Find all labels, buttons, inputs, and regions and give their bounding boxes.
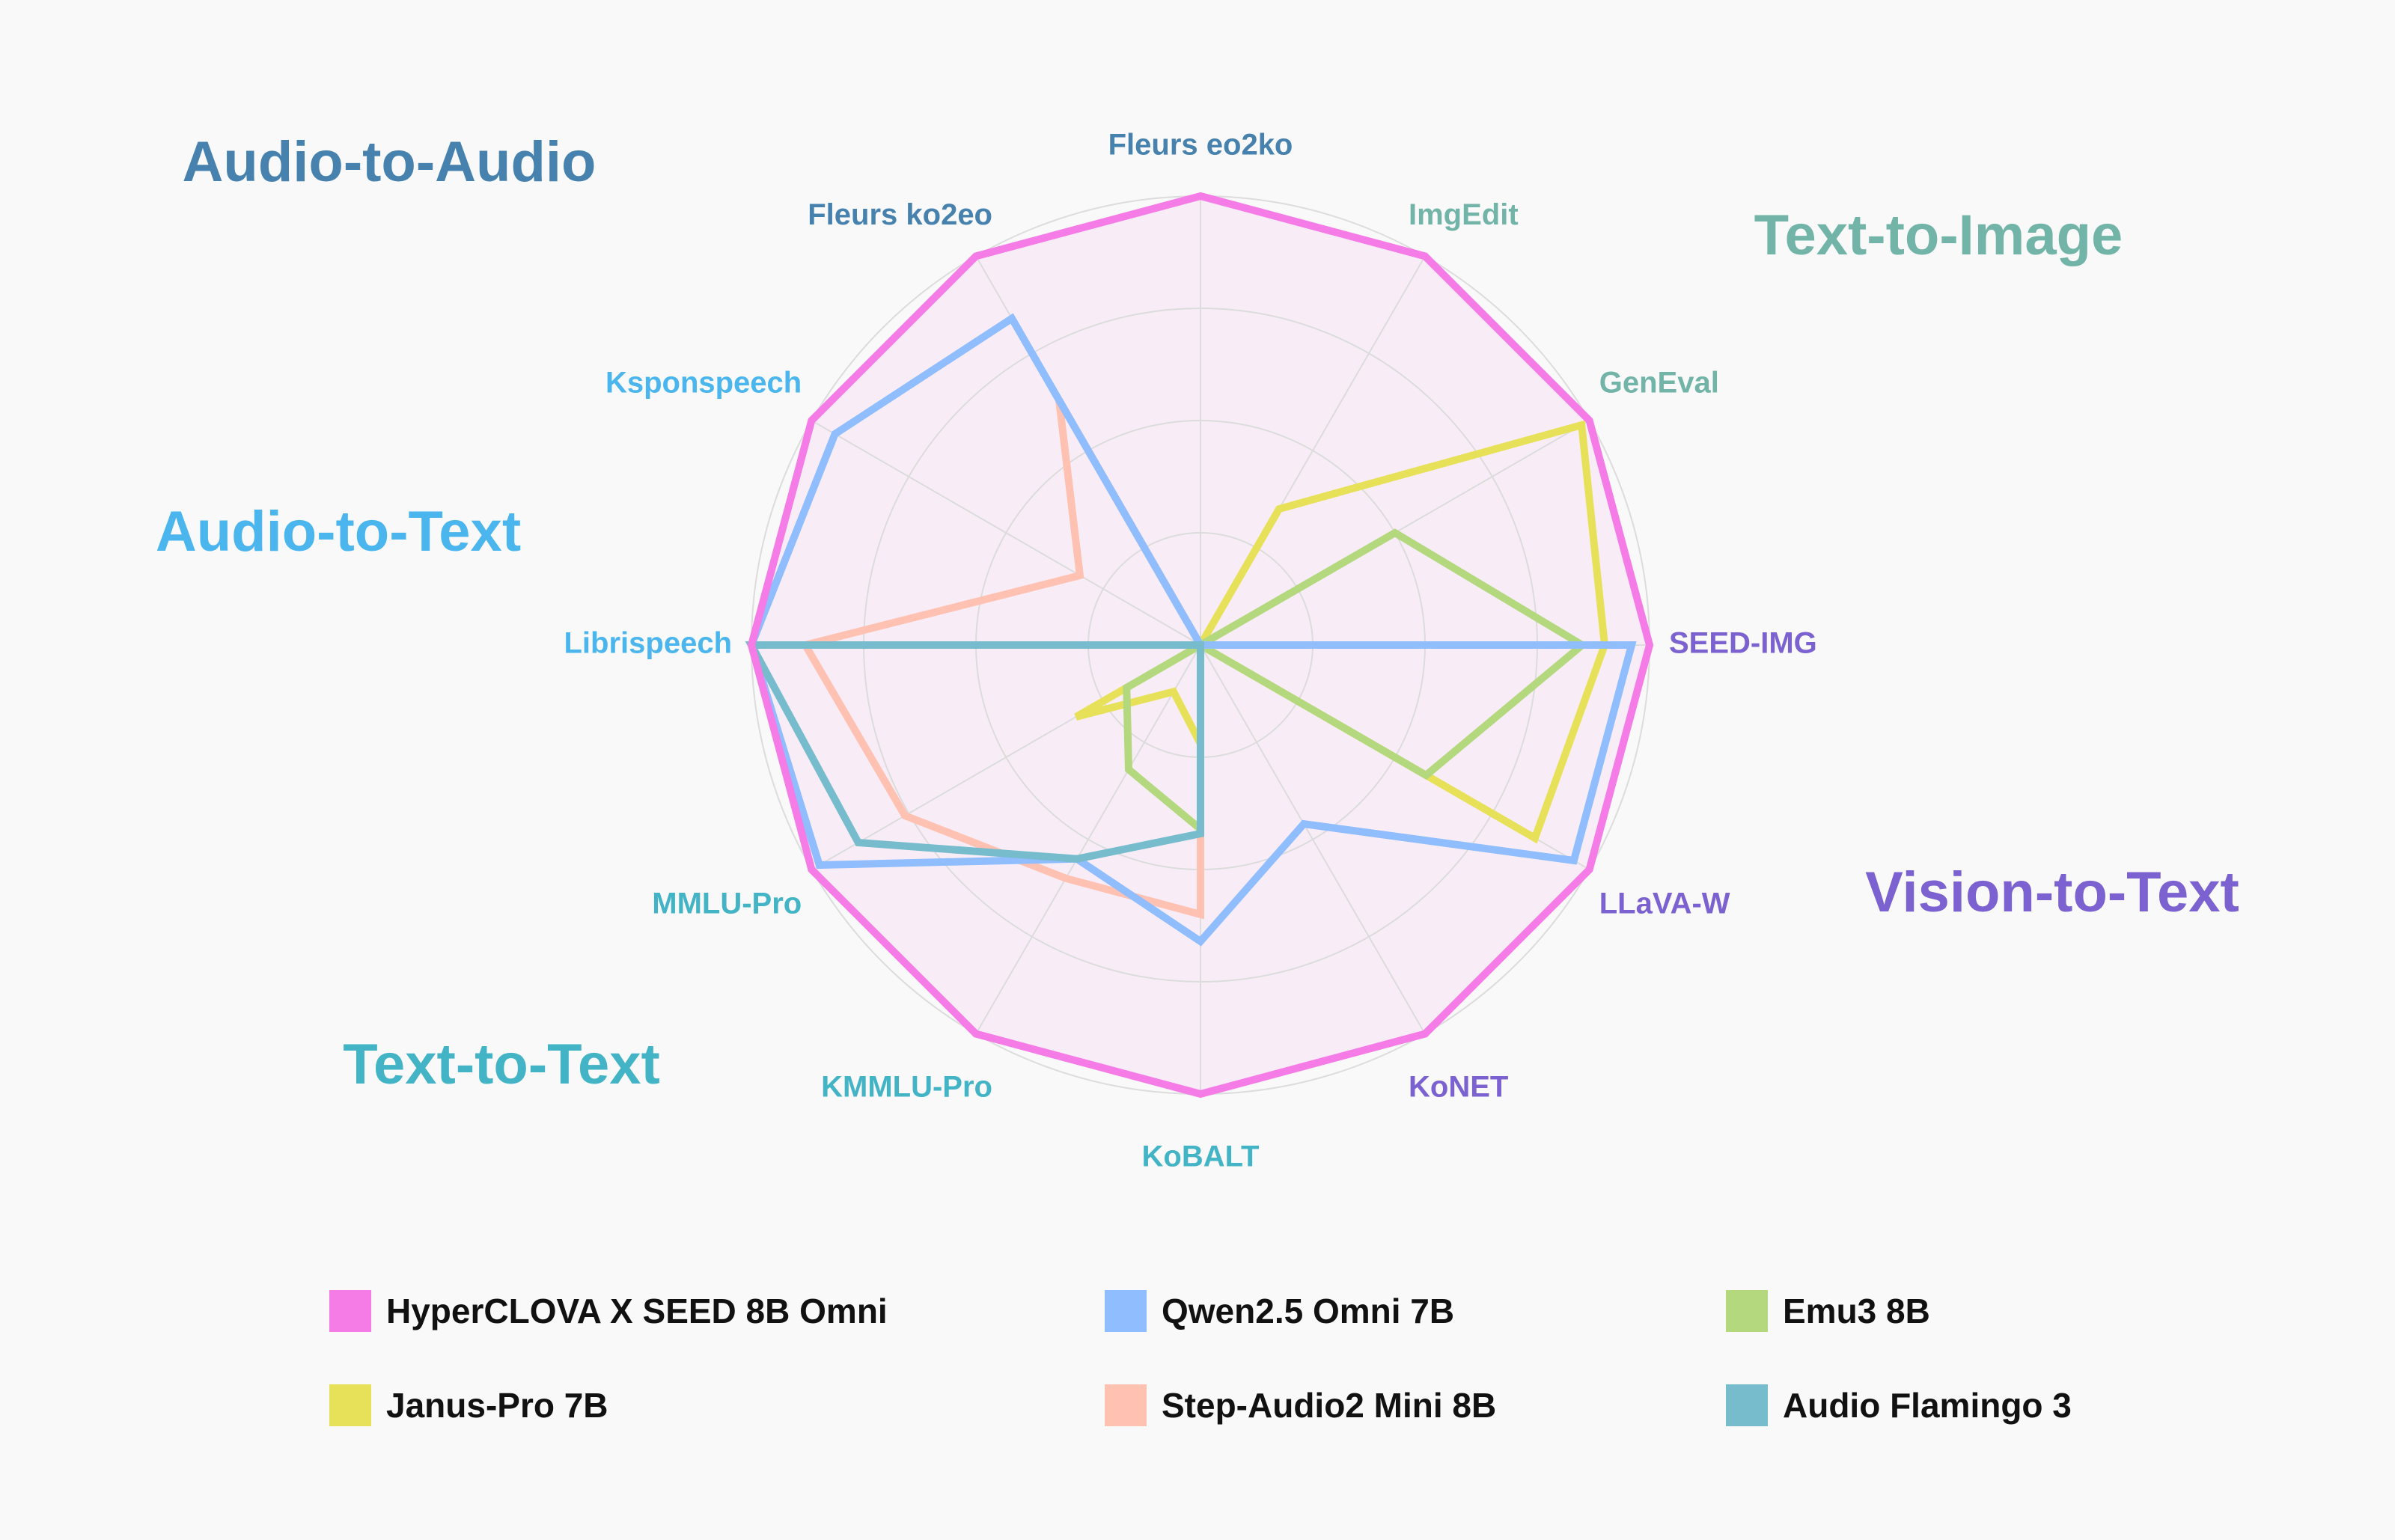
axis-label: Librispeech <box>564 627 732 660</box>
series-line-hyperclova-x-seed-8b-omni <box>747 192 1654 1099</box>
legend-swatch <box>329 1290 371 1332</box>
legend-swatch <box>1105 1384 1147 1426</box>
legend-label: Janus-Pro 7B <box>386 1386 608 1425</box>
legend-item: HyperCLOVA X SEED 8B Omni <box>329 1290 888 1332</box>
legend-swatch <box>1726 1290 1768 1332</box>
grid-spoke <box>811 420 1201 646</box>
axis-label: KoNET <box>1409 1070 1508 1103</box>
group-label: Audio-to-Text <box>156 500 521 563</box>
group-label: Audio-to-Audio <box>183 130 597 194</box>
legend-label: Step-Audio2 Mini 8B <box>1162 1386 1497 1425</box>
axis-label: KMMLU-Pro <box>821 1070 992 1103</box>
axis-label: Fleurs eo2ko <box>1108 129 1293 162</box>
legend-label: Emu3 8B <box>1783 1292 1930 1330</box>
legend-swatch <box>1105 1290 1147 1332</box>
legend-label: Qwen2.5 Omni 7B <box>1162 1292 1455 1330</box>
legend-label: HyperCLOVA X SEED 8B Omni <box>386 1292 888 1330</box>
legend-swatch <box>1726 1384 1768 1426</box>
axis-label: Ksponspeech <box>605 367 802 400</box>
grid-spoke <box>975 644 1201 1035</box>
legend-item: Janus-Pro 7B <box>329 1384 608 1426</box>
group-label: Vision-to-Text <box>1865 861 2239 924</box>
group-label: Text-to-Image <box>1754 204 2123 267</box>
legend-item: Qwen2.5 Omni 7B <box>1105 1290 1454 1332</box>
series-line-step-audio2-mini-8b <box>799 398 1204 920</box>
axis-label: Fleurs ko2eo <box>808 198 992 231</box>
axis-label: MMLU-Pro <box>652 887 802 920</box>
axis-label: GenEval <box>1599 367 1719 400</box>
legend-item: Step-Audio2 Mini 8B <box>1105 1384 1496 1426</box>
legend-item: Audio Flamingo 3 <box>1726 1384 2072 1426</box>
axis-label: SEED-IMG <box>1669 627 1817 660</box>
axis-label: KoBALT <box>1142 1140 1260 1173</box>
legend-item: Emu3 8B <box>1726 1290 1930 1332</box>
legend-swatch <box>329 1384 371 1426</box>
group-label: Text-to-Text <box>343 1033 660 1096</box>
legend-label: Audio Flamingo 3 <box>1783 1386 2072 1425</box>
axis-label: LLaVA-W <box>1599 887 1730 920</box>
axis-label: ImgEdit <box>1409 198 1519 231</box>
grid-spoke <box>1200 644 1426 1035</box>
series-line-audio-flamingo-3 <box>745 641 1204 863</box>
